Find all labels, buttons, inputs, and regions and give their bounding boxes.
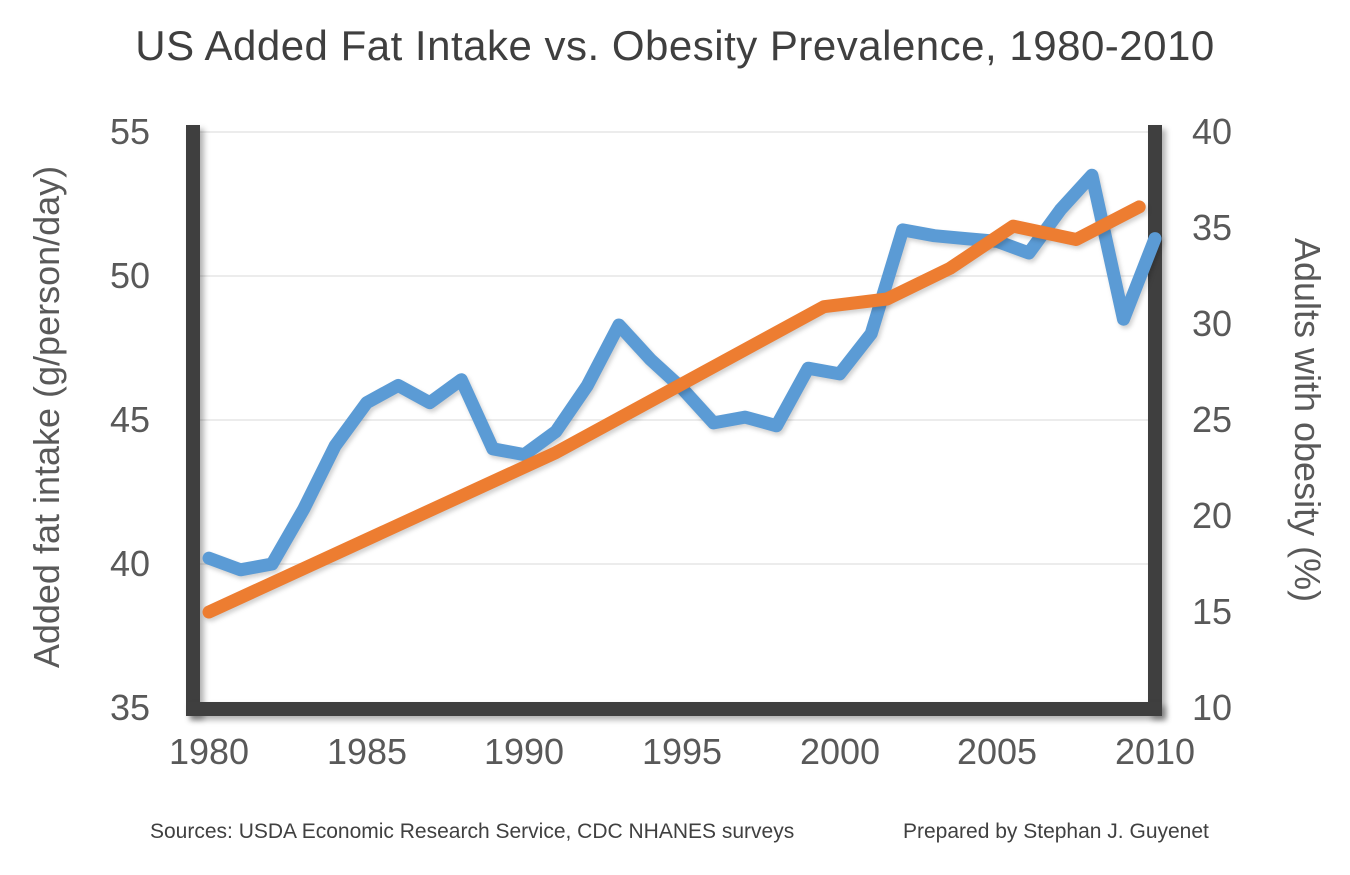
x-axis-tick-2010: 2010	[1114, 731, 1196, 772]
left-axis-bar	[186, 125, 200, 716]
left-axis-tick-50: 50	[109, 255, 150, 296]
right-axis-bar	[1148, 125, 1162, 716]
chart-title: US Added Fat Intake vs. Obesity Prevalen…	[135, 22, 1215, 69]
right-axis-tick-20: 20	[1192, 495, 1233, 536]
left-axis-tick-55: 55	[109, 111, 150, 152]
x-axis-bar	[186, 702, 1162, 716]
x-axis-tick-2005: 2005	[956, 731, 1038, 772]
right-axis-tick-30: 30	[1192, 303, 1233, 344]
left-axis-tick-35: 35	[109, 687, 150, 728]
left-axis-tick-45: 45	[109, 399, 150, 440]
right-axis-tick-35: 35	[1192, 207, 1233, 248]
series-line-added-fat	[202, 168, 1162, 577]
right-axis-title: Adults with obesity (%)	[1287, 237, 1328, 603]
x-axis-tick-1980: 1980	[168, 731, 250, 772]
x-axis-tick-1985: 1985	[326, 731, 408, 772]
x-axis-tick-2000: 2000	[799, 731, 881, 772]
x-axis-tick-1995: 1995	[641, 731, 723, 772]
right-axis-tick-40: 40	[1192, 111, 1233, 152]
right-axis-tick-15: 15	[1192, 591, 1233, 632]
x-axis-tick-1990: 1990	[483, 731, 565, 772]
sources-note: Sources: USDA Economic Research Service,…	[150, 820, 795, 843]
right-axis-tick-10: 10	[1192, 687, 1233, 728]
credit-note: Prepared by Stephan J. Guyenet	[903, 820, 1209, 843]
left-axis-title: Added fat intake (g/person/day)	[26, 165, 67, 669]
right-axis-tick-25: 25	[1192, 399, 1233, 440]
series-line-obesity	[202, 200, 1146, 619]
left-axis-tick-40: 40	[109, 543, 150, 584]
